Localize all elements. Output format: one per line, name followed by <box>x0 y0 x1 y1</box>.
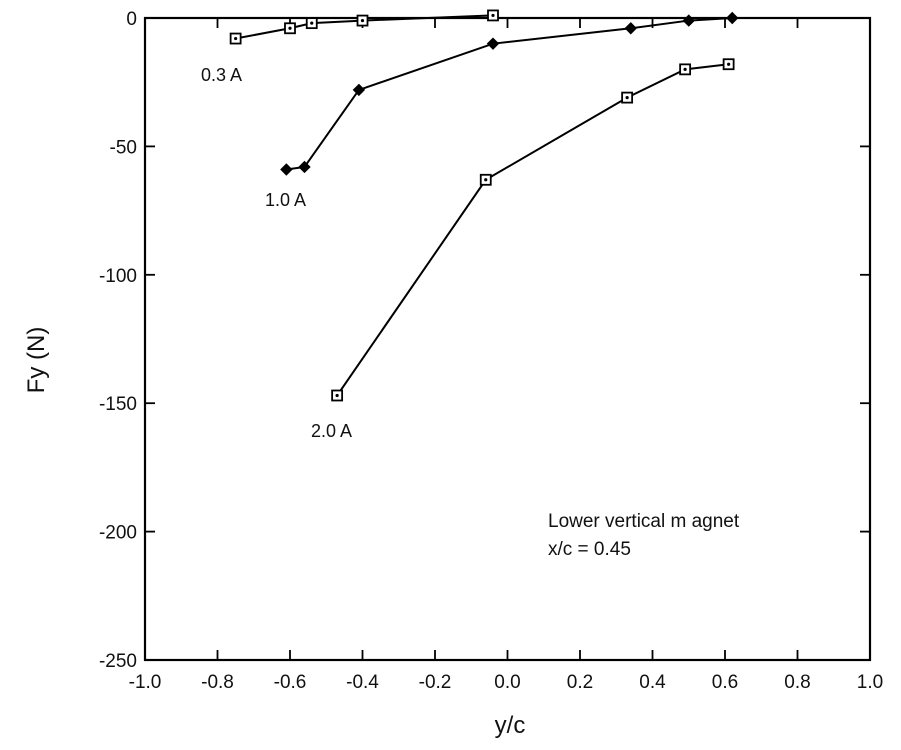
data-point <box>229 32 242 45</box>
data-point <box>726 11 739 25</box>
data-point <box>305 17 318 30</box>
y-tick-label: -200 <box>99 523 137 544</box>
data-point <box>682 14 695 27</box>
y-tick-label: -100 <box>99 266 137 287</box>
series-label-1-0a: 1.0 A <box>265 190 306 210</box>
data-point <box>487 9 499 22</box>
x-tick-label: 0.0 <box>494 672 520 693</box>
series-line-1 <box>286 17 733 171</box>
x-tick-label: -0.8 <box>201 672 234 693</box>
y-tick-label: -150 <box>99 394 137 415</box>
series-label-0-3a: 0.3 A <box>201 65 242 85</box>
data-point <box>621 91 634 104</box>
data-point <box>331 389 344 402</box>
data-point-center <box>625 96 629 100</box>
plot-marks <box>229 9 739 402</box>
data-point <box>486 37 500 50</box>
y-tick-label: -250 <box>99 651 137 672</box>
data-point <box>624 22 637 35</box>
data-point <box>352 83 366 97</box>
annotation-xc: x/c = 0.45 <box>548 539 631 560</box>
y-axis-title: Fy (N) <box>23 327 50 394</box>
data-point-center <box>310 21 314 25</box>
data-point <box>679 63 692 76</box>
plot-frame <box>143 16 872 662</box>
data-point <box>298 160 311 174</box>
x-tick-label: -1.0 <box>129 672 162 693</box>
x-tick-label: -0.6 <box>274 672 307 693</box>
data-point-center <box>288 26 292 30</box>
data-point-center <box>360 18 365 23</box>
data-point <box>479 173 492 186</box>
data-point <box>280 163 293 176</box>
data-point <box>356 14 369 27</box>
data-point-center <box>335 393 339 398</box>
x-tick-label: 0.6 <box>712 672 738 693</box>
x-tick-label: 1.0 <box>857 672 883 693</box>
x-tick-label: -0.4 <box>346 672 379 693</box>
x-tick-label: 0.4 <box>639 672 666 693</box>
data-point-center <box>491 13 495 18</box>
series-label-2-0a: 2.0 A <box>311 421 352 441</box>
data-point <box>284 22 296 35</box>
axes: -1.0 -0.8 -0.6 -0.4 -0.2 0.0 0.2 0.4 0.6 0.8 1.0 0 -… <box>99 9 883 693</box>
data-point-center <box>683 67 687 71</box>
series-line-2 <box>336 63 729 397</box>
annotation-magnet: Lower vertical m agnet <box>548 511 740 532</box>
data-point <box>722 58 735 71</box>
x-tick-label: -0.2 <box>419 672 452 693</box>
y-tick-label: 0 <box>126 9 137 30</box>
data-point-center <box>234 36 238 41</box>
x-tick-label: 0.2 <box>567 672 593 693</box>
y-tick-label: -50 <box>110 137 137 158</box>
x-tick-label: 0.8 <box>784 672 810 693</box>
x-axis-title: y/c <box>495 712 526 739</box>
data-point-center <box>484 178 488 182</box>
data-point-center <box>727 62 731 66</box>
